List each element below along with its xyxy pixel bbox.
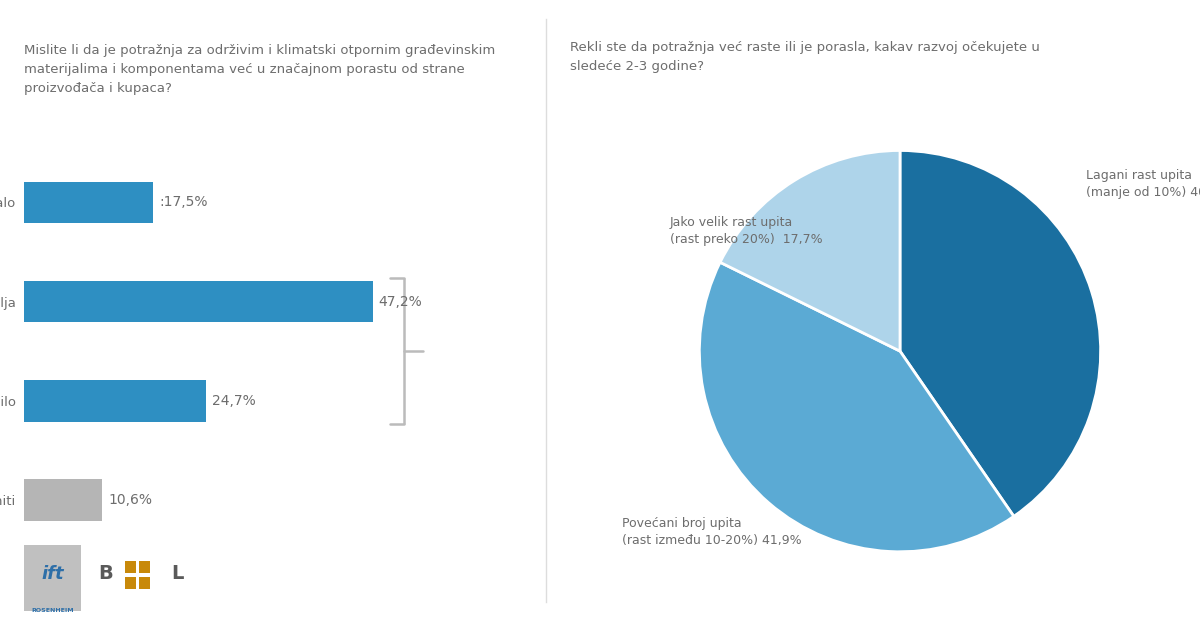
Wedge shape bbox=[720, 150, 900, 351]
Bar bbox=[24, 182, 154, 223]
FancyBboxPatch shape bbox=[24, 545, 82, 611]
Text: ROSENHEIM: ROSENHEIM bbox=[31, 608, 74, 613]
Wedge shape bbox=[900, 150, 1100, 517]
Text: Rekli ste da potražnja već raste ili je porasla, kakav razvoj očekujete u
sledeć: Rekli ste da potražnja već raste ili je … bbox=[570, 41, 1040, 73]
Bar bbox=[125, 577, 136, 589]
Text: B: B bbox=[98, 564, 113, 582]
Text: 10,6%: 10,6% bbox=[108, 493, 152, 507]
Wedge shape bbox=[700, 262, 1014, 552]
Bar bbox=[139, 577, 150, 589]
Text: L: L bbox=[170, 564, 184, 582]
Text: Lagani rast upita
(manje od 10%) 40,4%: Lagani rast upita (manje od 10%) 40,4% bbox=[1086, 169, 1200, 199]
Bar bbox=[24, 479, 102, 520]
Bar bbox=[125, 561, 136, 573]
Bar bbox=[24, 281, 372, 322]
Text: ift: ift bbox=[41, 565, 64, 583]
Bar bbox=[139, 561, 150, 573]
Text: Jako velik rast upita
(rast preko 20%)  17,7%: Jako velik rast upita (rast preko 20%) 1… bbox=[670, 216, 822, 246]
Text: 47,2%: 47,2% bbox=[378, 295, 422, 308]
Text: Povećani broj upita
(rast između 10-20%) 41,9%: Povećani broj upita (rast između 10-20%)… bbox=[622, 517, 802, 547]
Text: Mislite li da je potražnja za održivim i klimatski otpornim građevinskim
materij: Mislite li da je potražnja za održivim i… bbox=[24, 44, 496, 95]
Text: 24,7%: 24,7% bbox=[212, 394, 256, 408]
Text: :17,5%: :17,5% bbox=[160, 196, 208, 209]
Bar bbox=[24, 380, 206, 421]
